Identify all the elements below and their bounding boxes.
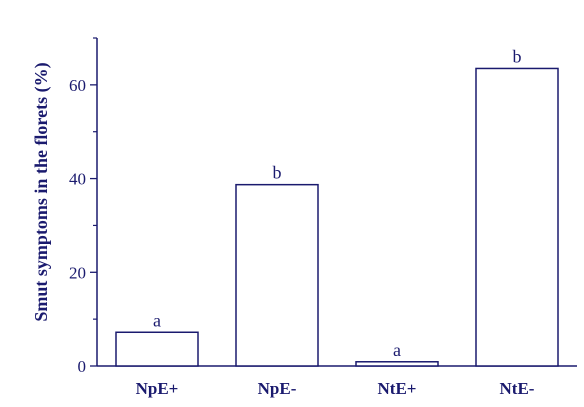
x-tick-label: NtE- (500, 379, 535, 398)
bar (355, 361, 439, 367)
y-tick-label: 20 (69, 263, 86, 282)
y-tick-label: 0 (78, 357, 87, 376)
x-tick-label: NpE+ (136, 379, 179, 398)
y-tick-label: 60 (69, 76, 86, 95)
significance-label: b (513, 46, 522, 66)
bar (475, 67, 559, 367)
significance-label: a (153, 310, 161, 330)
x-tick-label: NpE- (258, 379, 297, 398)
bar (235, 183, 319, 367)
y-axis-title: Smut symptoms in the florets (%) (31, 62, 52, 321)
x-tick-label: NtE+ (378, 379, 417, 398)
significance-label: b (273, 163, 282, 183)
y-tick-label: 40 (69, 170, 86, 189)
labels: 0 20 40 60 NpE+ a NpE-b NtE+ a NtE-b (69, 46, 535, 398)
bar (115, 331, 199, 367)
significance-label: a (393, 340, 401, 360)
bars (115, 67, 559, 367)
